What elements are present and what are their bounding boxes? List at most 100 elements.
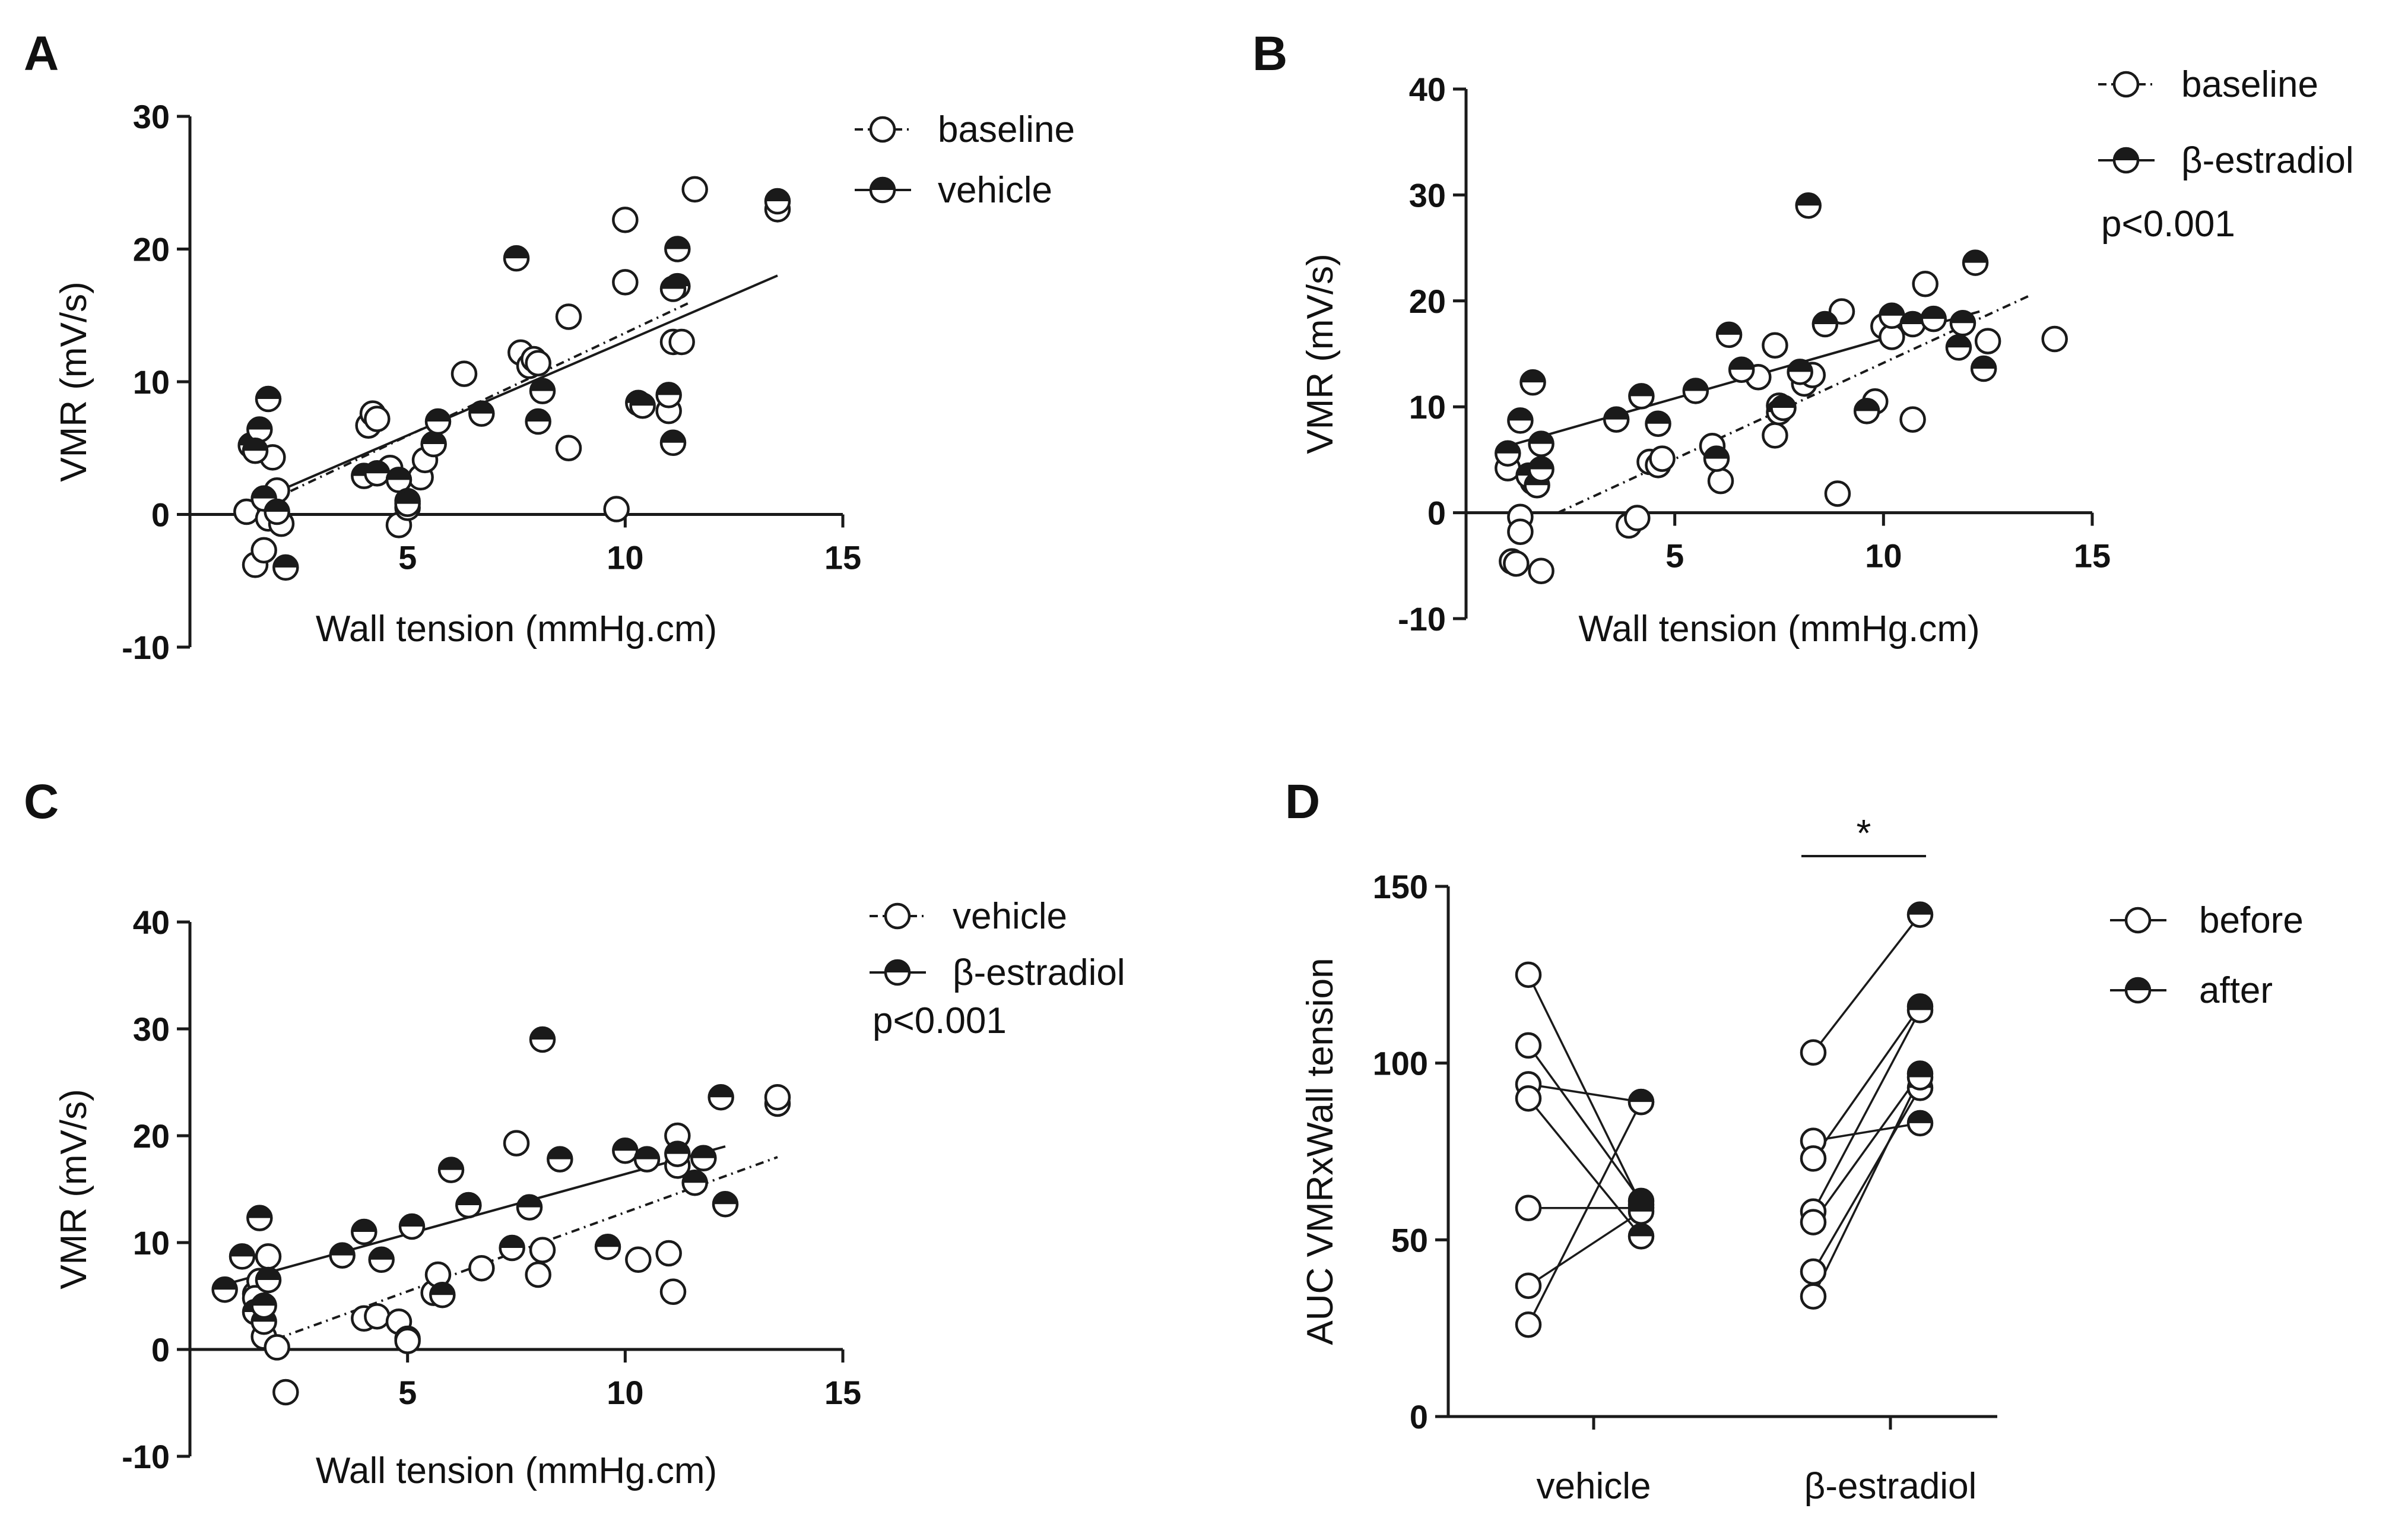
marker-half <box>683 1171 707 1183</box>
panel-letter: B <box>1252 27 1287 81</box>
marker-half <box>395 492 420 504</box>
pair-line <box>1528 1083 1642 1103</box>
marker-half <box>1972 356 1996 369</box>
category-label: vehicle <box>1537 1466 1651 1507</box>
data-point <box>525 1261 551 1288</box>
data-point <box>420 430 447 458</box>
marker-half <box>691 1146 716 1158</box>
marker-half <box>526 410 550 422</box>
legend-label: baseline <box>938 109 1075 150</box>
data-point <box>612 1137 639 1164</box>
pair-line <box>1527 1101 1642 1326</box>
marker-half <box>1604 407 1629 420</box>
marker-half <box>1629 384 1654 397</box>
legend-marker <box>884 959 911 986</box>
data-point <box>394 1327 421 1354</box>
panel-B: B -10 0 10 20 30 40 5 10 15 Wall tension (mmHg.cm)… <box>1252 27 2354 649</box>
data-point <box>712 1190 739 1218</box>
marker-half <box>661 277 685 289</box>
data-point <box>364 405 391 432</box>
legend-label: vehicle <box>953 896 1067 937</box>
marker-half <box>469 401 494 414</box>
data-point <box>264 498 290 525</box>
data-point <box>529 378 556 404</box>
marker-half <box>1950 311 1975 324</box>
data-point <box>1707 467 1734 495</box>
data-point <box>468 400 495 427</box>
point-before <box>1800 1258 1827 1285</box>
p-value-annotation: p<0.001 <box>2101 204 2235 245</box>
data-point <box>1949 310 1976 337</box>
legend-marker <box>884 902 911 930</box>
marker-half <box>635 1147 659 1159</box>
marker-half <box>656 383 681 395</box>
pair-line <box>1812 1076 1921 1297</box>
data-point <box>264 1334 290 1361</box>
marker-half <box>505 246 528 259</box>
pair-line <box>1812 914 1921 1053</box>
data-point <box>664 236 691 262</box>
data-point <box>681 1169 708 1196</box>
data-point <box>594 1233 621 1260</box>
data-point <box>1715 321 1743 348</box>
marker-half <box>709 1085 733 1098</box>
y-tick-label: 0 <box>151 496 170 534</box>
point-before <box>1515 1311 1542 1338</box>
data-point <box>1519 369 1546 396</box>
marker-half <box>352 1220 376 1232</box>
data-point <box>250 537 277 564</box>
y-tick-label: -10 <box>1398 600 1446 638</box>
data-point <box>1503 550 1530 577</box>
y-tick-label: -10 <box>122 629 170 666</box>
data-point <box>1507 518 1534 545</box>
x-axis-label: Wall tension (mmHg.cm) <box>1578 609 1979 649</box>
marker-half <box>1705 446 1728 459</box>
pair-line <box>1527 974 1642 1205</box>
data-point <box>351 1218 377 1246</box>
y-tick-label: 10 <box>133 1224 170 1262</box>
point-after <box>1906 997 1934 1024</box>
data-point <box>1974 328 2001 354</box>
data-point <box>525 408 551 435</box>
y-tick-label: 10 <box>1409 388 1446 426</box>
data-point <box>1770 394 1797 422</box>
marker-half <box>2114 148 2138 160</box>
marker-half <box>1508 408 1533 421</box>
data-point <box>1879 302 1905 329</box>
data-point <box>664 1140 691 1167</box>
pair-line <box>1813 1122 1921 1142</box>
y-tick-label: 100 <box>1373 1045 1428 1082</box>
data-point <box>2041 325 2068 353</box>
y-axis-label: VMR (mV/s) <box>1300 254 1341 454</box>
marker-half <box>1908 902 1932 915</box>
point-after <box>1627 1198 1655 1225</box>
data-point <box>1507 407 1534 434</box>
data-point <box>555 435 582 461</box>
marker-half <box>2126 978 2150 990</box>
y-tick-label: 0 <box>1410 1398 1428 1436</box>
marker-half <box>1908 998 1932 1010</box>
marker-half <box>369 1247 394 1260</box>
data-point <box>229 1243 256 1270</box>
significance-label: * <box>1857 812 1871 854</box>
data-point <box>1920 305 1947 332</box>
data-point <box>1912 271 1939 297</box>
marker-half <box>430 1283 455 1295</box>
panel-A: A -10 0 10 20 30 5 10 15 Wall tension (mmHg.cm) VM… <box>24 27 1075 666</box>
y-axis-label: VMR (mV/s) <box>53 281 94 482</box>
data-point <box>659 1278 687 1306</box>
data-point <box>1682 378 1709 404</box>
point-before <box>1515 1032 1542 1059</box>
data-point <box>503 245 530 272</box>
data-point <box>603 496 630 522</box>
y-tick-label: 10 <box>133 363 170 401</box>
data-point <box>625 1246 652 1273</box>
marker-half <box>713 1192 737 1205</box>
marker-half <box>1788 360 1812 372</box>
x-tick-label: 15 <box>2074 537 2111 575</box>
data-point <box>246 416 273 443</box>
p-value-annotation: p<0.001 <box>873 1000 1007 1041</box>
data-point <box>1628 383 1655 410</box>
marker-half <box>1908 1065 1932 1078</box>
data-point <box>1649 445 1676 472</box>
